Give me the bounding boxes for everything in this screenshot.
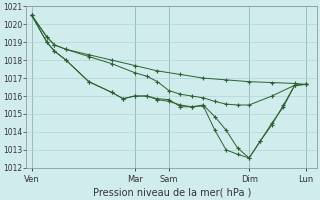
X-axis label: Pression niveau de la mer( hPa ): Pression niveau de la mer( hPa ) [92, 187, 251, 197]
